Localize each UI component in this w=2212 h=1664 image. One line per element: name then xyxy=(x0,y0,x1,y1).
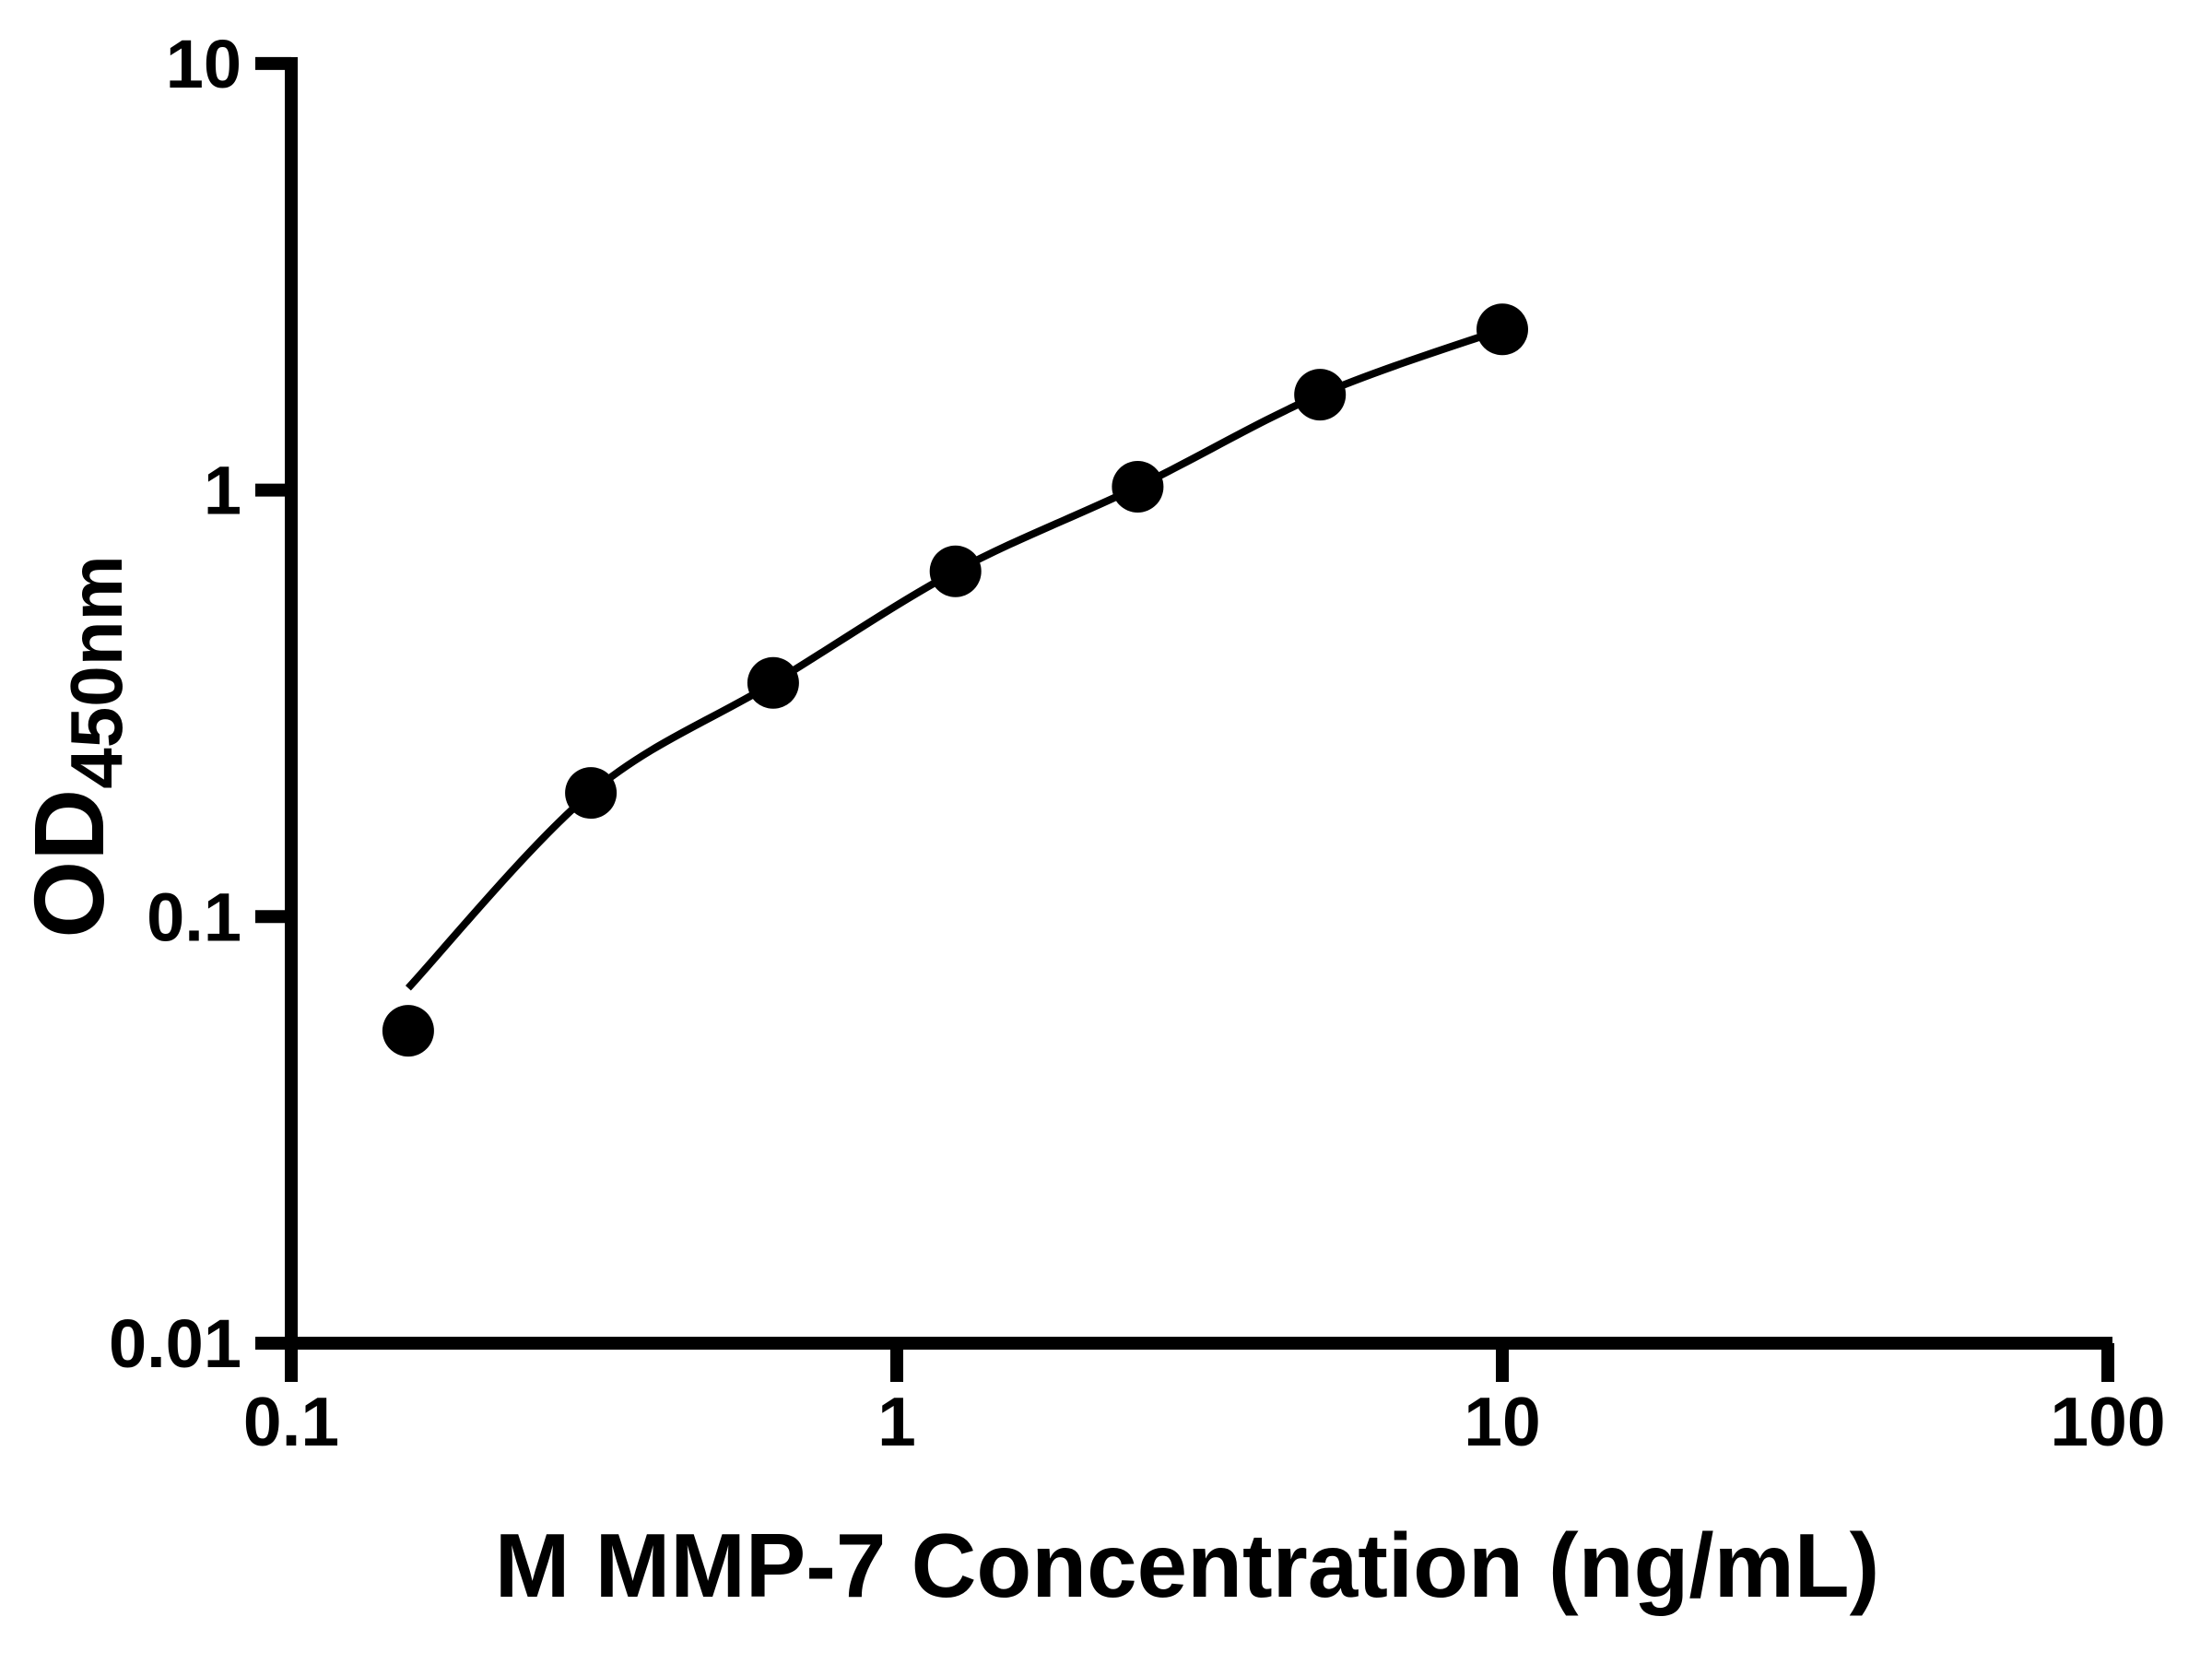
x-axis-ticks xyxy=(285,1343,2114,1382)
y-tick-label: 0.01 xyxy=(109,1305,241,1382)
data-point xyxy=(565,767,618,820)
y-tick-label: 0.1 xyxy=(147,879,241,955)
data-points xyxy=(382,303,1528,1057)
x-axis-title: M MMP-7 Concentration (ng/mL) xyxy=(495,1515,1880,1616)
x-tick-label: 10 xyxy=(1464,1383,1540,1460)
x-tick-label: 1 xyxy=(877,1383,916,1460)
data-point xyxy=(1294,369,1347,421)
x-tick-label: 100 xyxy=(2050,1383,2165,1460)
data-point xyxy=(1112,461,1164,513)
fit-curve xyxy=(405,325,1504,991)
x-axis-tick-labels: 0.1 1 10 100 xyxy=(243,1383,2166,1460)
y-axis-tick-labels: 0.01 0.1 1 10 xyxy=(109,26,241,1382)
x-tick-label: 0.1 xyxy=(243,1383,339,1460)
y-axis-title-subscript: 450nm xyxy=(55,555,137,788)
y-axis-title: OD450nm xyxy=(13,555,137,938)
data-point xyxy=(382,1005,434,1057)
y-axis-title-main: OD xyxy=(13,789,124,938)
axes xyxy=(255,57,2112,1350)
y-tick-label: 10 xyxy=(166,26,241,102)
data-point xyxy=(1477,303,1528,356)
data-point xyxy=(929,545,982,597)
data-point xyxy=(747,656,799,709)
y-tick-label: 1 xyxy=(204,453,241,529)
y-axis-ticks xyxy=(255,56,291,1350)
